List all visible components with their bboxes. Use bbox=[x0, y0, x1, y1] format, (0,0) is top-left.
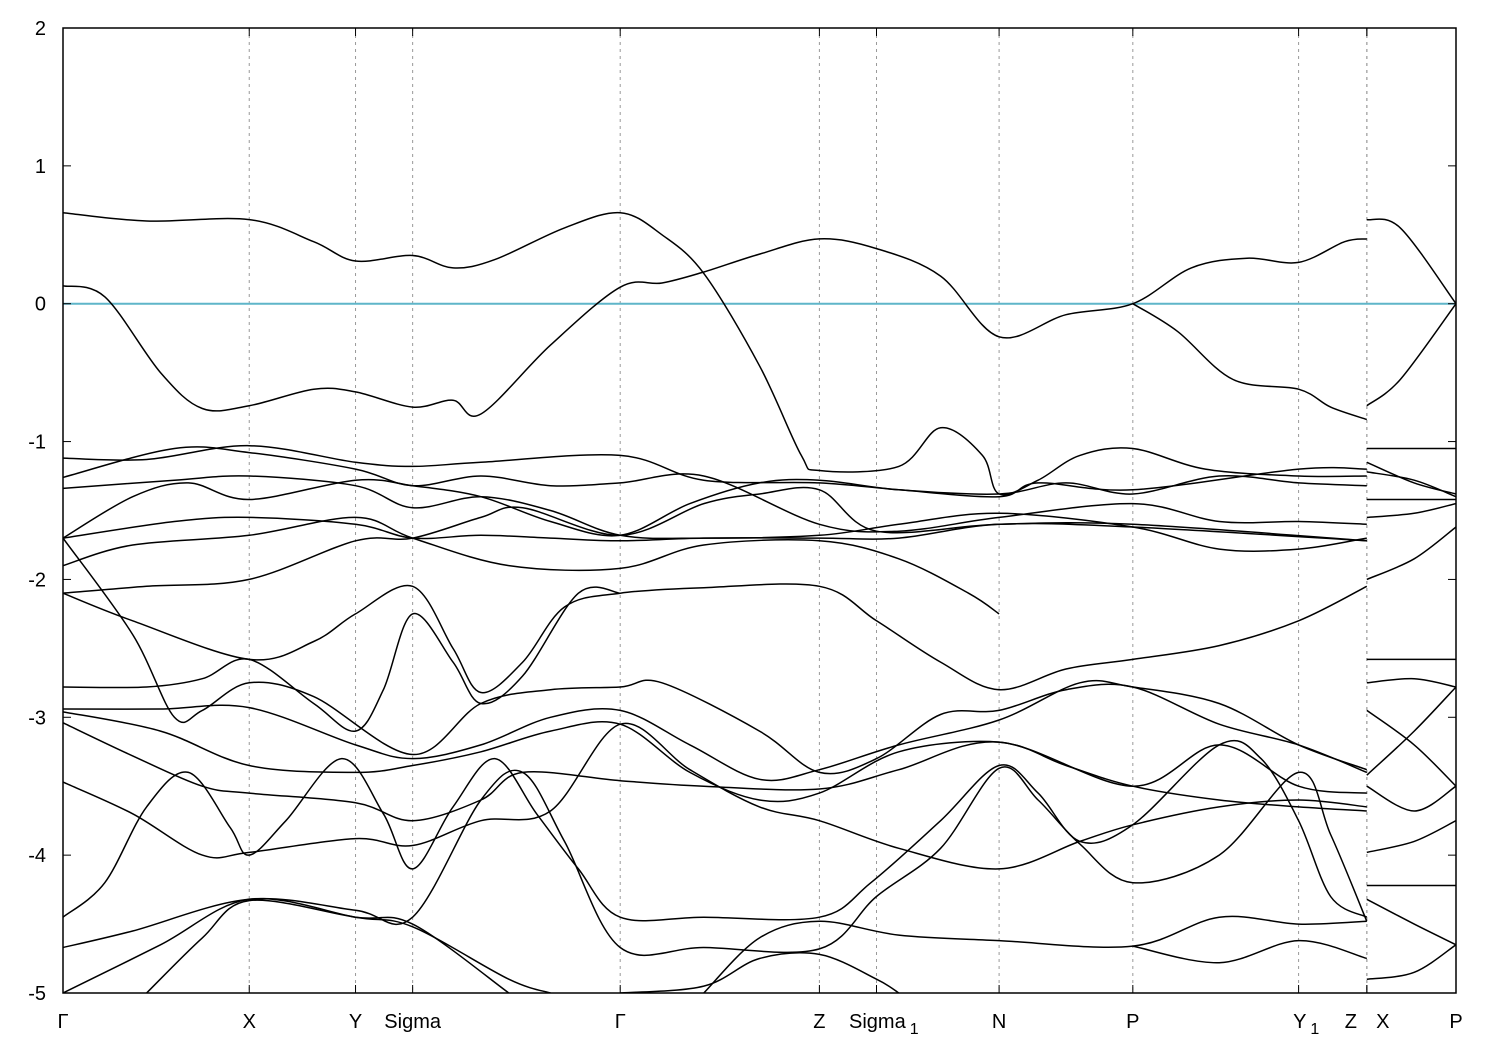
band-line bbox=[1366, 686, 1456, 776]
band-line bbox=[63, 679, 1368, 782]
x-tick-label: X bbox=[243, 1011, 256, 1033]
band-line bbox=[63, 722, 1367, 822]
x-tick-label: P bbox=[1449, 1011, 1462, 1033]
band-line bbox=[1366, 461, 1456, 495]
band-line bbox=[63, 516, 1000, 615]
band-line bbox=[1132, 939, 1367, 964]
x-tick-label: Z bbox=[813, 1011, 825, 1033]
plot-frame bbox=[62, 27, 1457, 994]
x-tick-label: Γ bbox=[57, 1011, 68, 1033]
band-line bbox=[63, 583, 1368, 694]
band-line bbox=[1366, 677, 1456, 688]
band-line bbox=[63, 475, 1367, 552]
x-tick-label: Sigma 1 bbox=[849, 1011, 919, 1038]
band-line bbox=[703, 915, 1367, 993]
y-tick-label: -5 bbox=[28, 983, 46, 1005]
y-tick-label: 1 bbox=[35, 156, 46, 178]
band-line bbox=[1366, 898, 1456, 946]
band-line bbox=[63, 897, 551, 993]
x-axis-ticks: Γ X Y Sigma Γ Z Sigma 1 N P Y 1 Z X P bbox=[57, 28, 1463, 1038]
y-tick-label: 0 bbox=[35, 294, 46, 316]
y-axis-ticks: 2 1 0 -1 -2 -3 -4 -5 bbox=[28, 18, 1456, 1005]
y-tick-label: -4 bbox=[28, 845, 46, 867]
band-line bbox=[63, 238, 1367, 417]
y-tick-label: 2 bbox=[35, 18, 46, 40]
band-line bbox=[63, 586, 621, 732]
band-line bbox=[1366, 471, 1456, 498]
x-tick-label: P bbox=[1126, 1011, 1139, 1033]
y-tick-label: -1 bbox=[28, 432, 46, 454]
band-line bbox=[63, 446, 1367, 533]
band-line bbox=[63, 766, 1368, 957]
band-line bbox=[1366, 526, 1456, 581]
band-line bbox=[63, 444, 1367, 498]
band-line bbox=[63, 711, 1367, 812]
x-tick-label: X bbox=[1376, 1011, 1389, 1033]
y-tick-label: -2 bbox=[28, 569, 46, 591]
x-tick-label: Y bbox=[349, 1011, 362, 1033]
band-line bbox=[1132, 303, 1368, 421]
band-line bbox=[63, 516, 1367, 542]
band-line bbox=[63, 722, 1367, 870]
band-line bbox=[1366, 785, 1456, 812]
band-line bbox=[63, 486, 1367, 594]
band-line bbox=[1366, 820, 1456, 854]
band-line bbox=[1366, 709, 1456, 787]
x-tick-label: Sigma bbox=[384, 1011, 442, 1033]
band-line bbox=[1366, 502, 1456, 519]
band-line bbox=[63, 739, 1368, 922]
band-line bbox=[620, 952, 900, 993]
x-tick-label: N bbox=[992, 1011, 1006, 1033]
x-tick-label: Z bbox=[1345, 1011, 1357, 1033]
band-line bbox=[63, 211, 1367, 496]
band-line bbox=[146, 899, 510, 993]
x-tick-label: Γ bbox=[615, 1011, 626, 1033]
band-line bbox=[63, 537, 1368, 775]
band-line bbox=[63, 474, 1367, 539]
band-line bbox=[1366, 303, 1456, 407]
y-tick-label: -3 bbox=[28, 707, 46, 729]
band-line bbox=[1366, 944, 1456, 980]
band-lines bbox=[63, 211, 1456, 993]
band-line bbox=[1366, 218, 1456, 305]
k-point-gridlines bbox=[248, 28, 1368, 993]
